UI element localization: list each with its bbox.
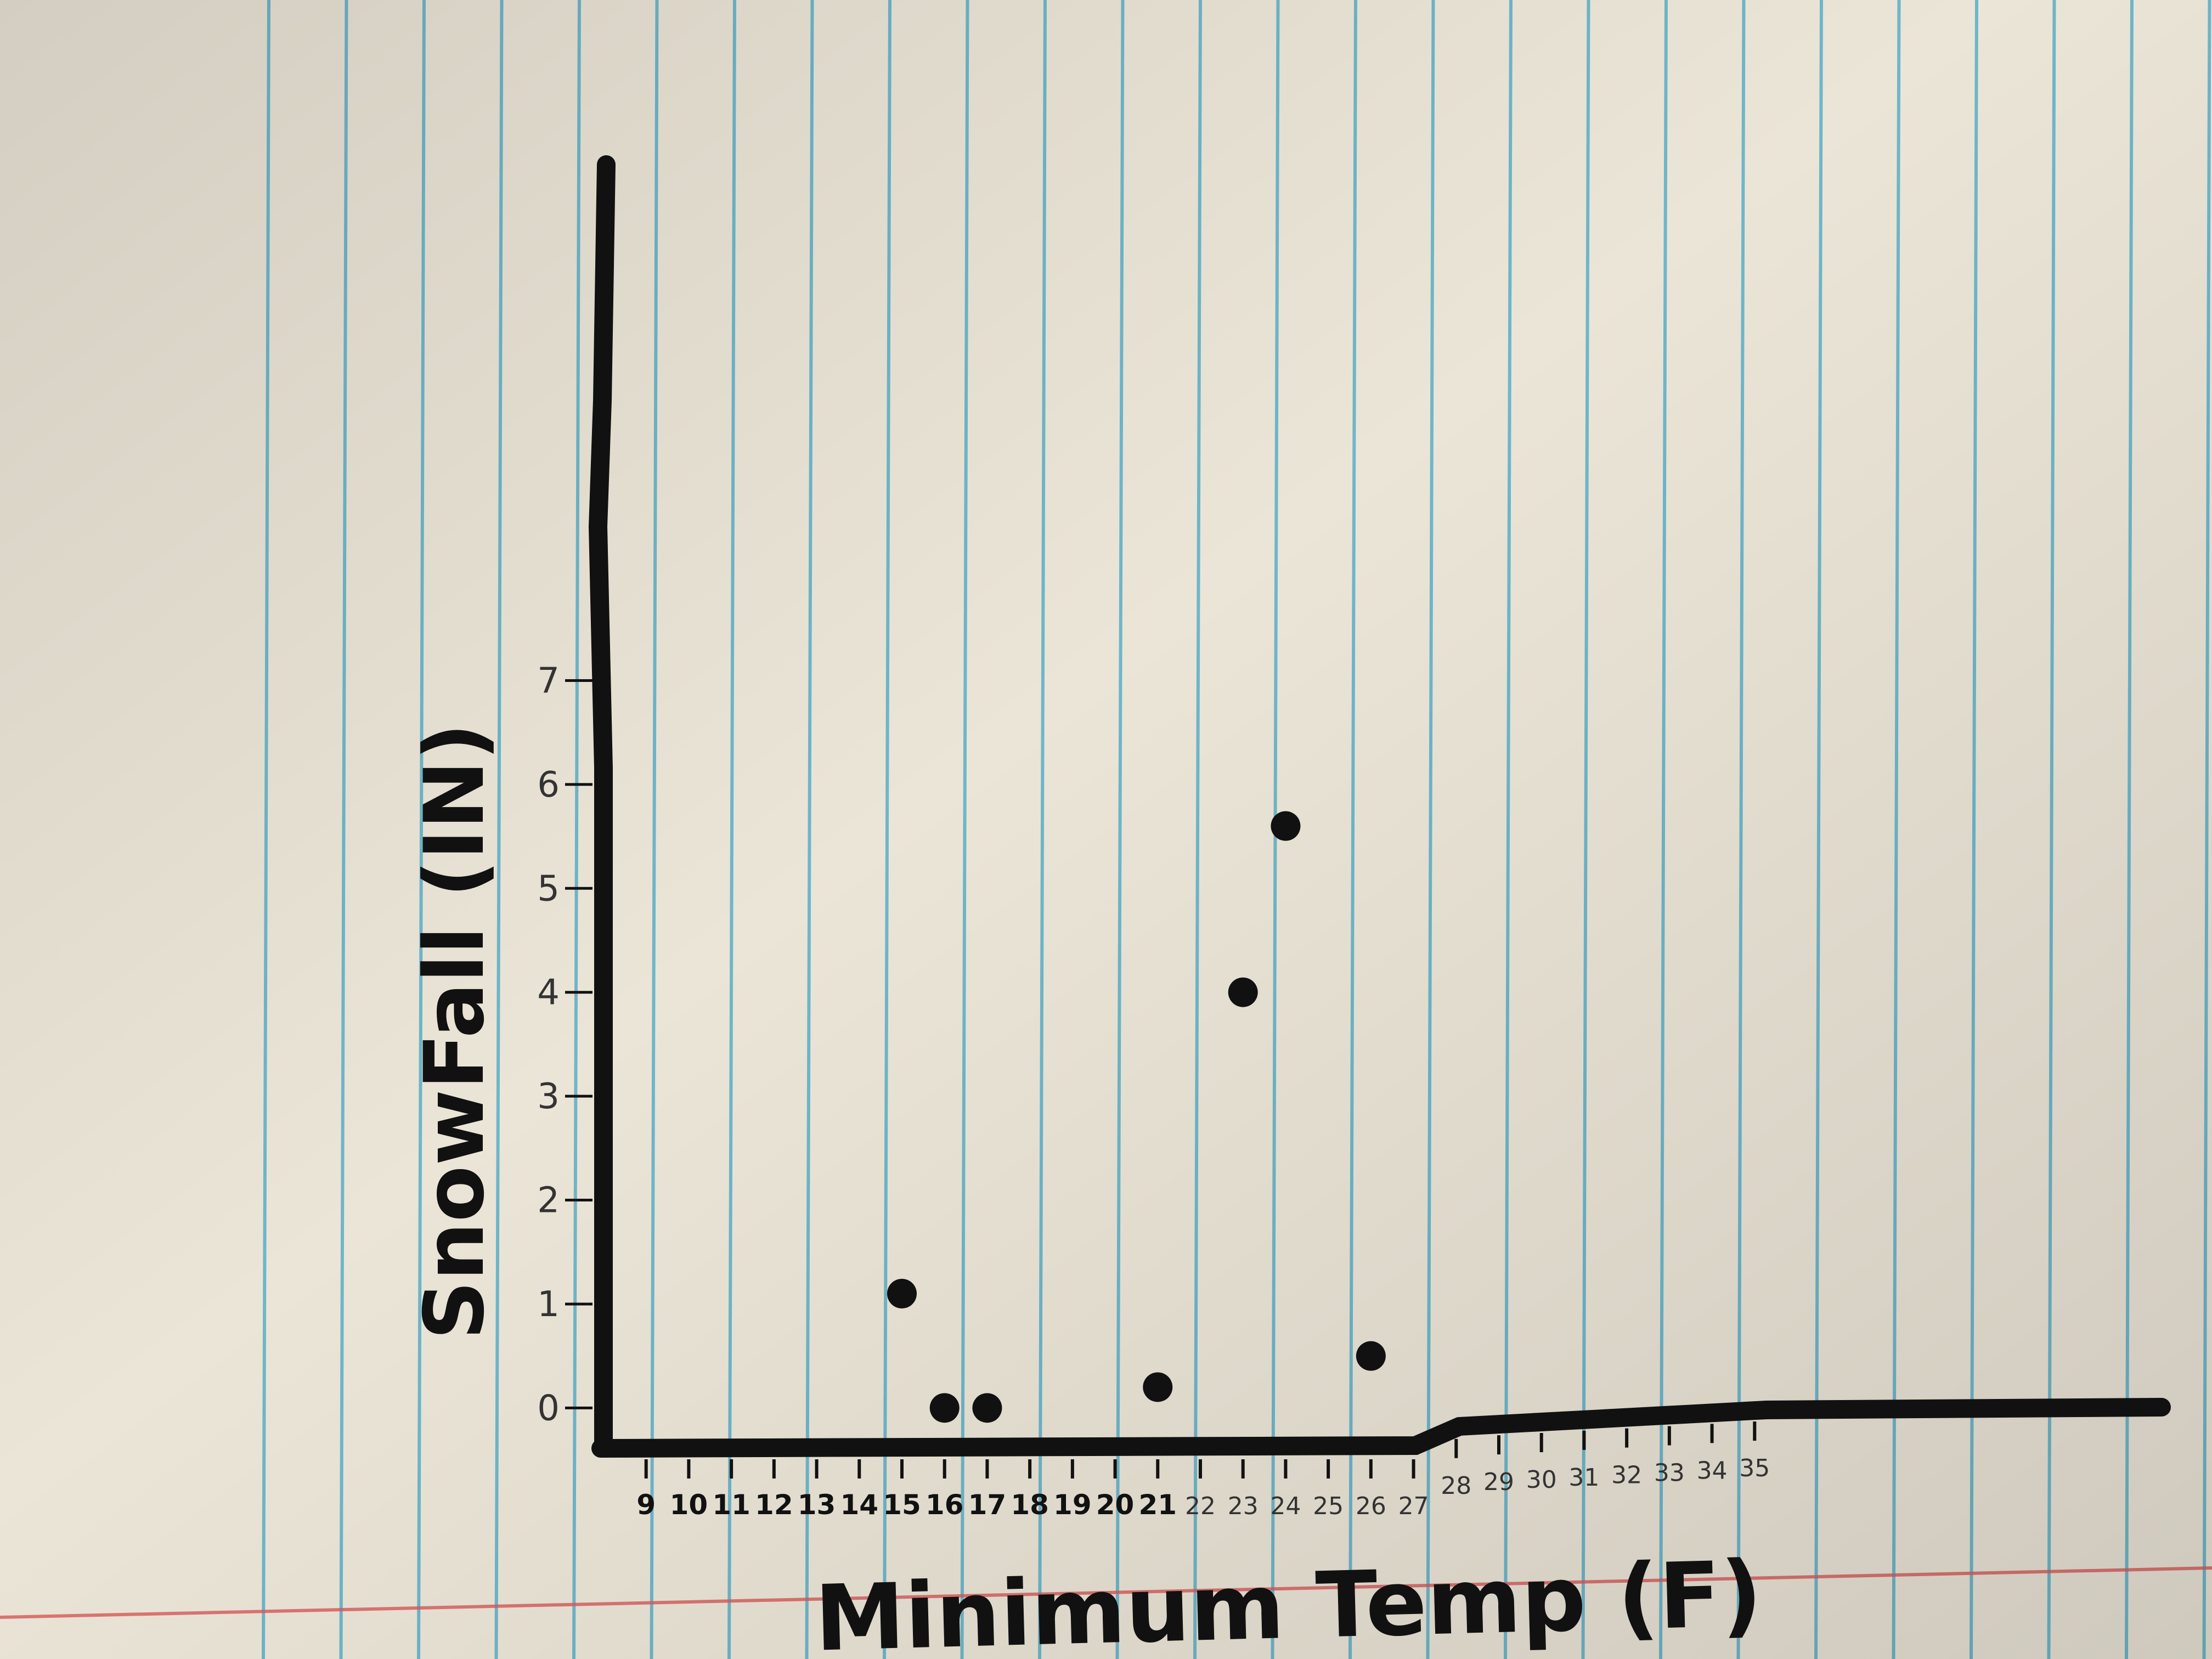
x-tick-label: 31 [1568,1464,1599,1492]
x-axis-ticks: 9 10 11 12 13 14 15 16 17 18 19 20 21 22 23 24 25 26 27 28 2… [636,1421,1770,1521]
y-tick-label: 2 [537,1181,560,1221]
x-tick-label: 32 [1611,1462,1642,1489]
x-tick-label: 33 [1654,1459,1685,1487]
y-tick-label: 0 [537,1388,560,1429]
x-tick-label: 18 [1011,1489,1049,1521]
x-tick-label: 19 [1053,1489,1092,1521]
scatter-point [1143,1372,1173,1402]
x-axis-line [591,1398,2171,1458]
scatter-point [929,1393,960,1423]
x-tick-label: 17 [968,1489,1007,1521]
scatter-point [1228,977,1258,1007]
y-tick-label: 1 [537,1284,560,1325]
x-tick-label: 12 [755,1489,793,1521]
y-tick-label: 5 [537,868,560,909]
x-tick-label: 15 [883,1489,921,1521]
y-axis-label: SnowFall (IN) [407,723,503,1340]
x-tick-label: 26 [1356,1492,1386,1520]
x-tick-label: 30 [1526,1466,1557,1494]
scatter-point [887,1279,917,1308]
x-tick-label: 11 [712,1489,751,1521]
x-tick-label: 29 [1483,1468,1514,1496]
x-tick-label: 10 [670,1489,708,1521]
y-tick-label: 4 [537,973,560,1013]
x-tick-label: 35 [1739,1454,1770,1482]
x-tick-label: 34 [1697,1457,1728,1485]
x-tick-label: 20 [1096,1489,1135,1521]
x-tick-label: 23 [1228,1492,1259,1520]
x-tick-label: 9 [636,1489,656,1521]
x-tick-label: 14 [840,1489,878,1521]
y-axis-line [588,155,616,1458]
x-tick-label: 25 [1313,1492,1344,1520]
scatter-point [1356,1341,1386,1371]
y-axis-ticks: 0 1 2 3 4 5 6 7 [537,661,592,1429]
y-tick-label: 6 [537,765,560,805]
x-tick-label: 16 [926,1489,964,1521]
y-tick-label: 7 [537,661,560,701]
x-tick-label: 24 [1270,1492,1301,1520]
scatter-point [972,1393,1002,1423]
data-points [887,811,1386,1423]
x-tick-label: 28 [1441,1472,1471,1500]
x-tick-label: 21 [1138,1489,1177,1521]
x-tick-label: 27 [1398,1492,1429,1520]
scatter-point [1271,811,1301,841]
y-tick-label: 3 [537,1076,560,1117]
x-tick-label: 13 [798,1489,836,1521]
x-tick-label: 22 [1185,1492,1216,1520]
